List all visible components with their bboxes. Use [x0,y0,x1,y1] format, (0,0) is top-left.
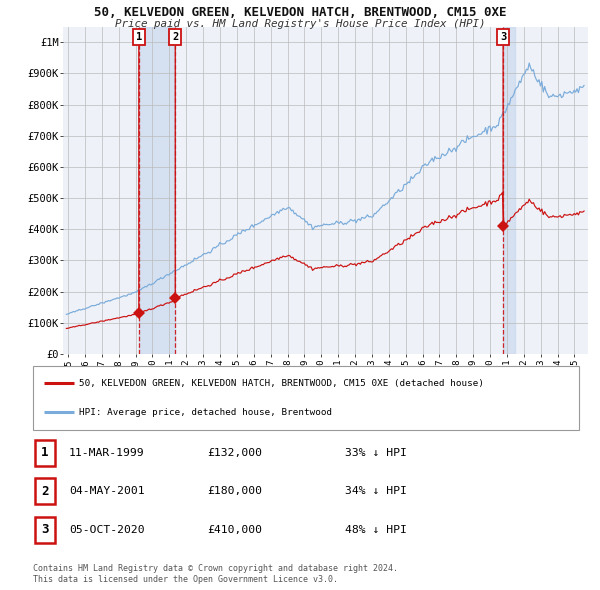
Text: 04-MAY-2001: 04-MAY-2001 [69,486,145,496]
FancyBboxPatch shape [35,440,55,466]
Text: 34% ↓ HPI: 34% ↓ HPI [345,486,407,496]
FancyBboxPatch shape [33,366,579,430]
Text: 2: 2 [41,484,49,498]
Text: 1: 1 [41,446,49,460]
Bar [503,27,515,354]
Text: 50, KELVEDON GREEN, KELVEDON HATCH, BRENTWOOD, CM15 0XE: 50, KELVEDON GREEN, KELVEDON HATCH, BREN… [94,6,506,19]
Text: Price paid vs. HM Land Registry's House Price Index (HPI): Price paid vs. HM Land Registry's House … [115,19,485,29]
Text: 3: 3 [500,32,506,42]
Text: £180,000: £180,000 [207,486,262,496]
FancyBboxPatch shape [35,478,55,504]
Text: 50, KELVEDON GREEN, KELVEDON HATCH, BRENTWOOD, CM15 0XE (detached house): 50, KELVEDON GREEN, KELVEDON HATCH, BREN… [79,379,484,388]
Text: 1: 1 [136,32,142,42]
Text: 05-OCT-2020: 05-OCT-2020 [69,525,145,535]
Text: 33% ↓ HPI: 33% ↓ HPI [345,448,407,458]
FancyBboxPatch shape [35,517,55,543]
Text: This data is licensed under the Open Government Licence v3.0.: This data is licensed under the Open Gov… [33,575,338,584]
Text: Contains HM Land Registry data © Crown copyright and database right 2024.: Contains HM Land Registry data © Crown c… [33,565,398,573]
Text: £132,000: £132,000 [207,448,262,458]
Text: £410,000: £410,000 [207,525,262,535]
Text: 2: 2 [172,32,178,42]
Text: 11-MAR-1999: 11-MAR-1999 [69,448,145,458]
Bar [139,27,175,354]
Text: 48% ↓ HPI: 48% ↓ HPI [345,525,407,535]
Text: HPI: Average price, detached house, Brentwood: HPI: Average price, detached house, Bren… [79,408,332,417]
Text: 3: 3 [41,523,49,536]
